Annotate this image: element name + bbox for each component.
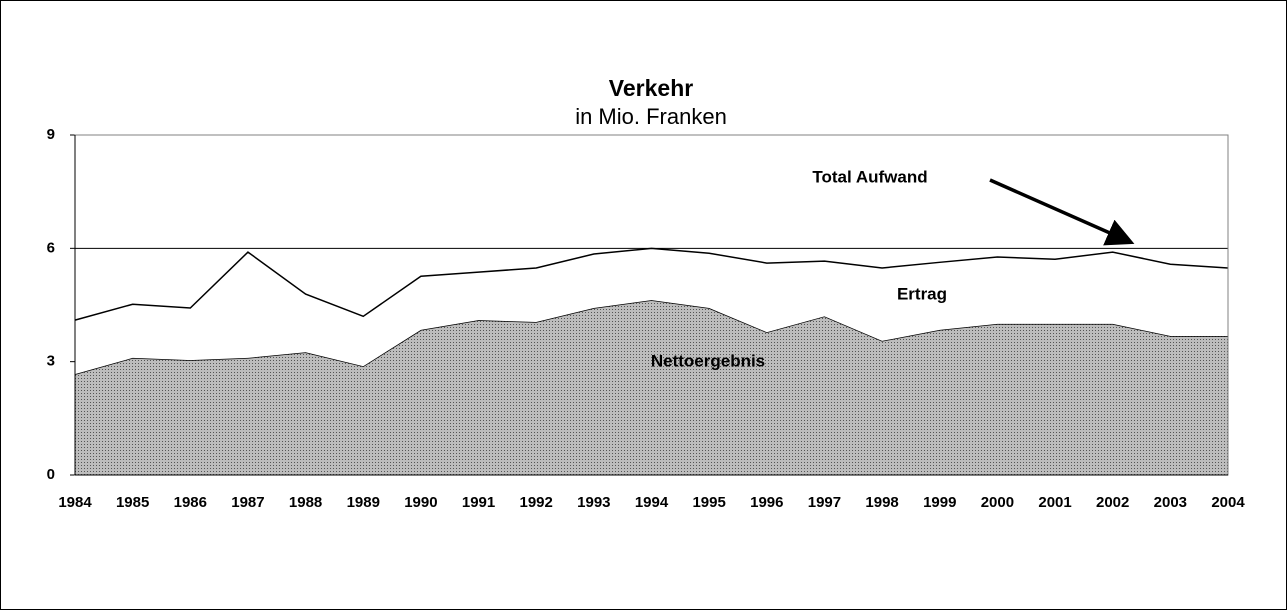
- x-tick-label: 2002: [1096, 494, 1129, 511]
- x-tick-label: 1991: [462, 494, 495, 511]
- x-tick-label: 1998: [865, 494, 898, 511]
- x-tick-label: 1996: [750, 494, 783, 511]
- area: [75, 300, 1228, 475]
- x-tick-label: 1994: [635, 494, 669, 511]
- area: [75, 248, 1228, 375]
- x-tick-label: 1993: [577, 494, 610, 511]
- x-tick-label: 1984: [58, 494, 92, 511]
- x-tick-label: 1987: [231, 494, 264, 511]
- x-tick-label: 1985: [116, 494, 149, 511]
- y-tick-label: 9: [47, 126, 55, 143]
- chart-title: Verkehr: [609, 75, 693, 101]
- x-tick-label: 1990: [404, 494, 437, 511]
- y-tick-label: 6: [47, 239, 55, 256]
- x-tick-label: 1992: [520, 494, 553, 511]
- x-tick-label: 1999: [923, 494, 956, 511]
- y-tick-label: 0: [47, 466, 55, 483]
- chart-subtitle: in Mio. Franken: [575, 104, 727, 129]
- x-tick-label: 1989: [347, 494, 380, 511]
- x-tick-label: 1995: [692, 494, 725, 511]
- x-tick-label: 2000: [981, 494, 1014, 511]
- x-tick-label: 2001: [1038, 494, 1071, 511]
- x-tick-label: 1988: [289, 494, 322, 511]
- y-tick-label: 3: [47, 353, 55, 370]
- x-tick-label: 1997: [808, 494, 841, 511]
- annotation-arrow: [989, 178, 1135, 246]
- x-tick-label: 2004: [1211, 494, 1245, 511]
- area-edge: [74, 247, 1229, 321]
- series-label: Nettoergebnis: [651, 351, 765, 370]
- annotation: Total Aufwand: [812, 167, 927, 186]
- series-label: Ertrag: [897, 284, 947, 303]
- x-tick-label: 1986: [174, 494, 207, 511]
- x-tick-label: 2003: [1154, 494, 1187, 511]
